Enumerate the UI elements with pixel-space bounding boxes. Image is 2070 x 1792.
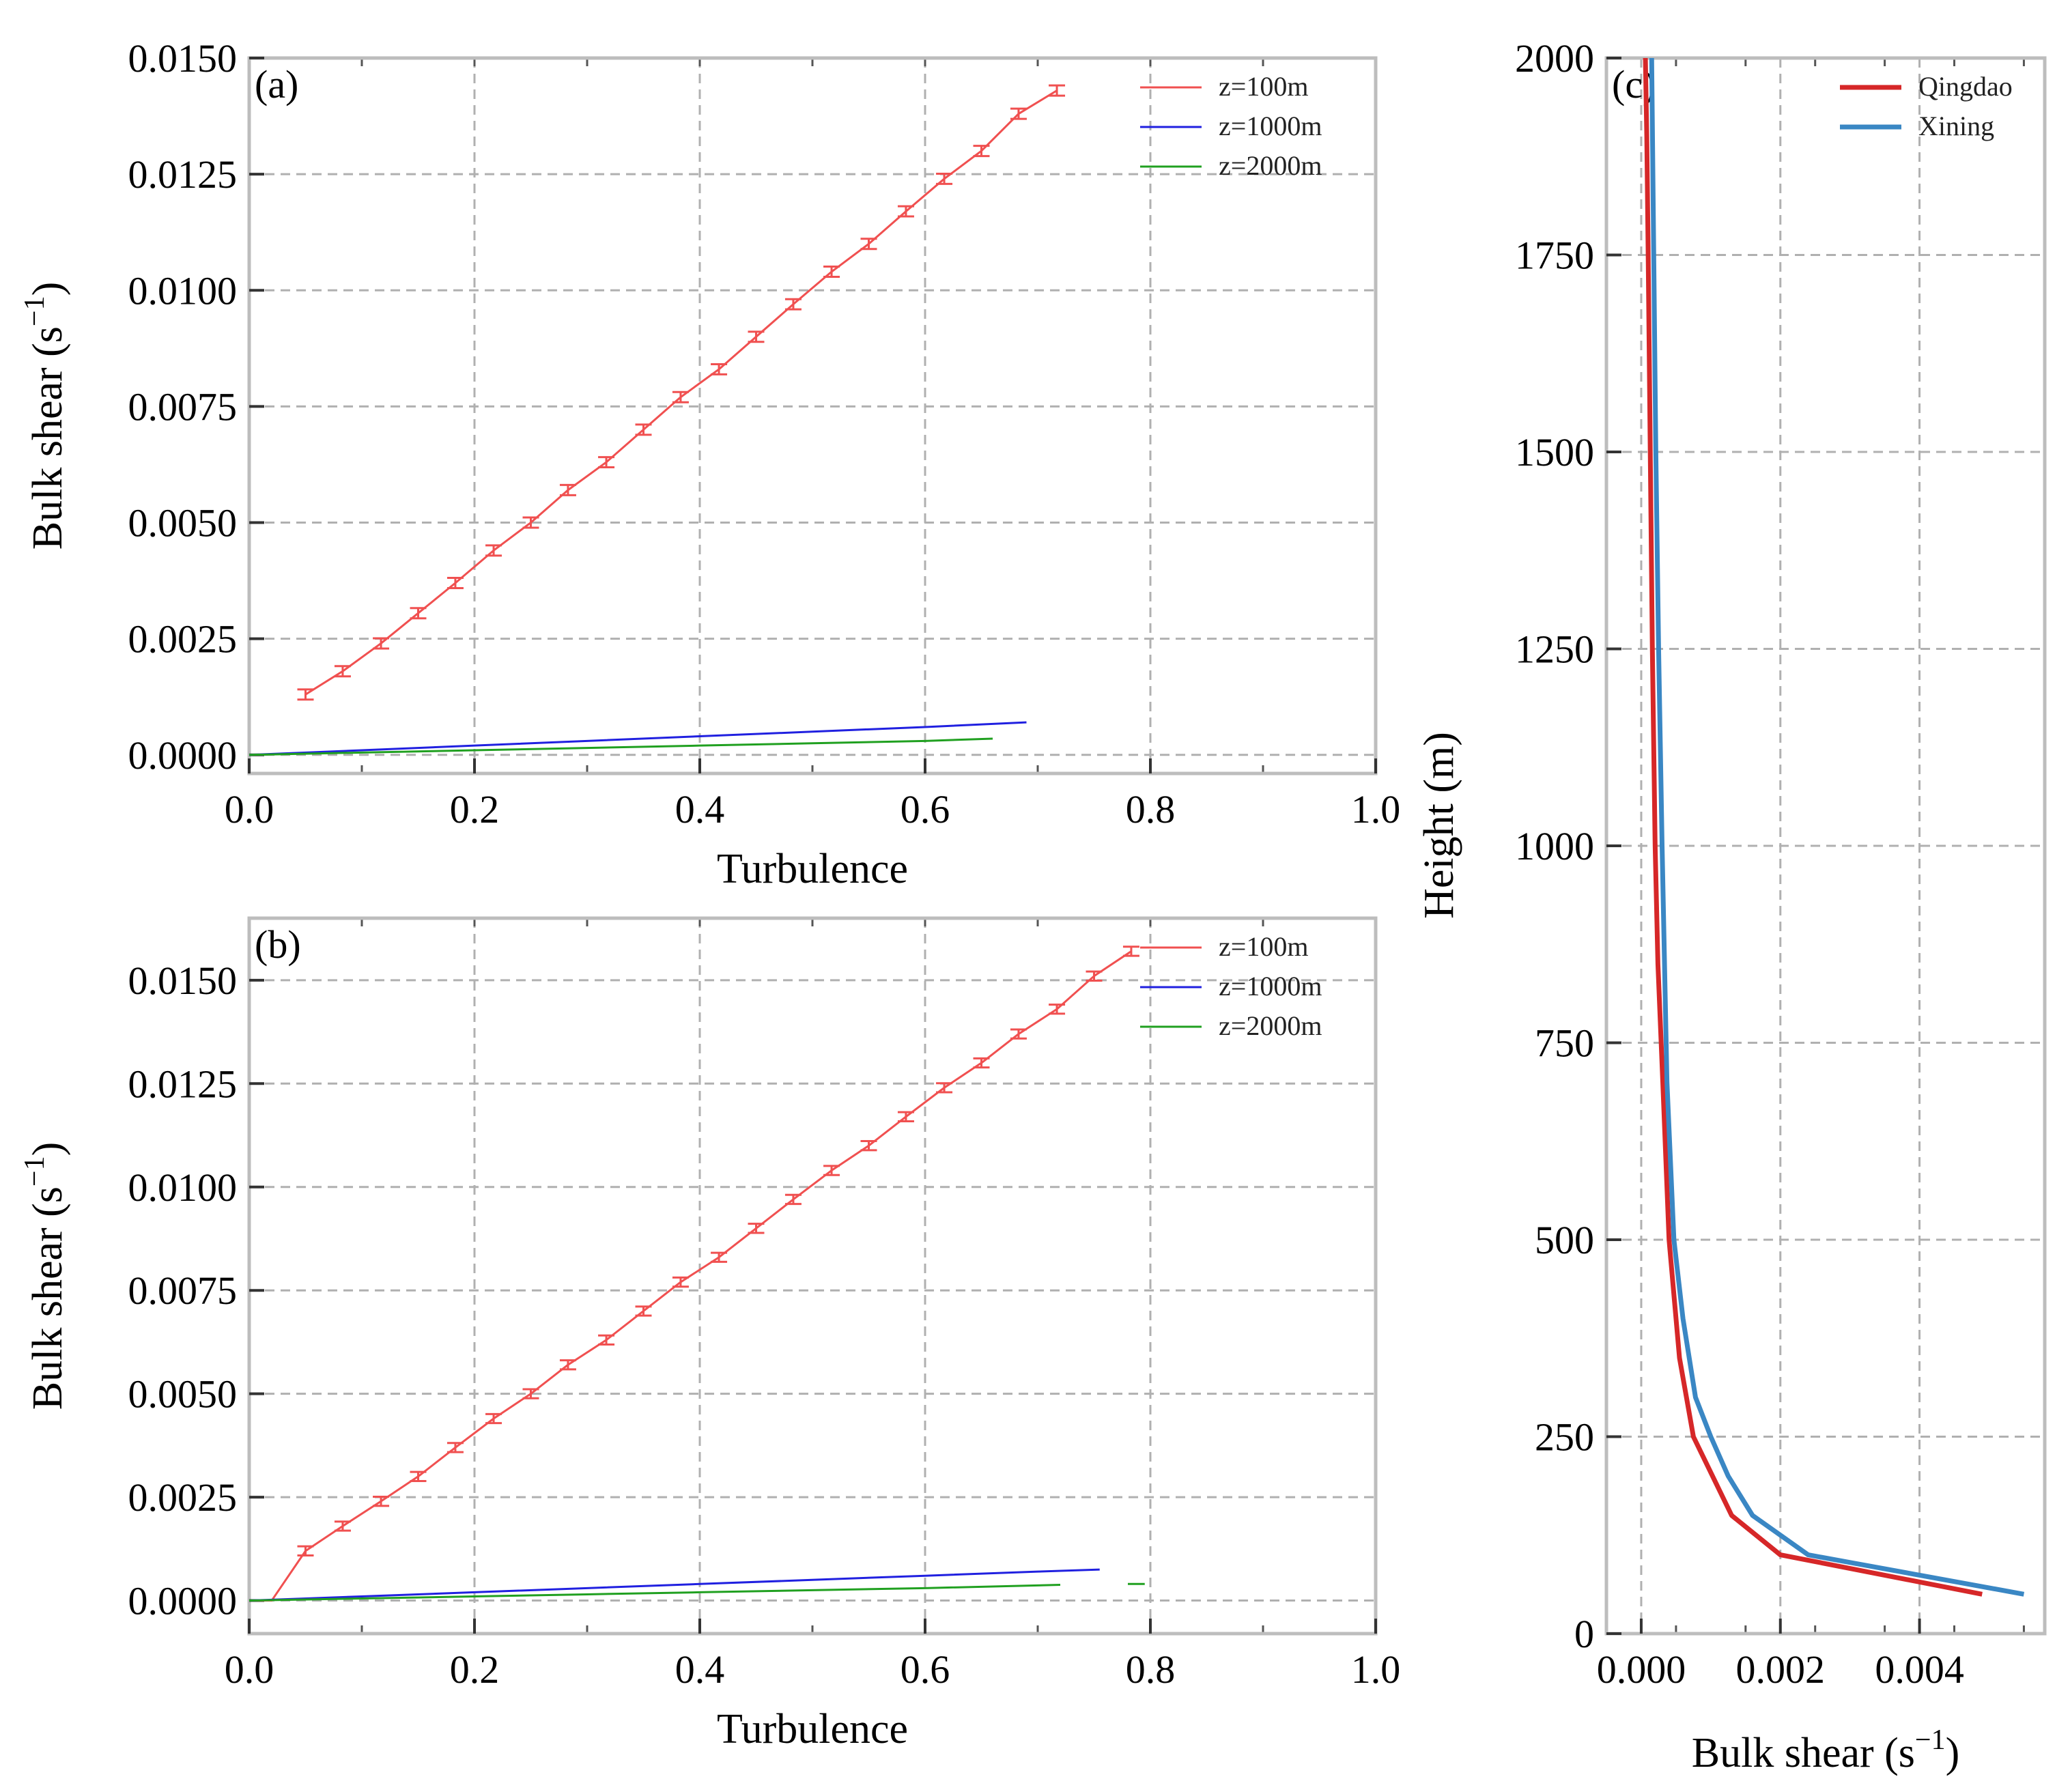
- y-tick-label: 0.0150: [128, 958, 238, 1003]
- y-tick-label: 0.0075: [128, 384, 238, 429]
- series-Xining: [1649, 57, 2025, 1597]
- series-z=100m: [297, 84, 1066, 701]
- x-tick-label: 0.004: [1875, 1647, 1964, 1692]
- series-Qingdao: [1643, 57, 1983, 1597]
- legend-label: z=1000m: [1219, 111, 1322, 141]
- y-axis-label: Bulk shear (s−1): [19, 1142, 71, 1410]
- y-axis-label: Bulk shear (s−1): [19, 282, 71, 550]
- y-tick-label: 1500: [1515, 430, 1594, 474]
- legend-label: z=100m: [1219, 931, 1308, 962]
- x-tick-label: 1.0: [1351, 1647, 1401, 1692]
- panel-a: 0.0 0.2 0.4 0.6 0.8 1.0 0.0000 0.0025 0.0050 0.00…: [19, 36, 1400, 892]
- x-axis-label: Bulk shear (s−1): [1692, 1724, 1960, 1776]
- series-line: [304, 950, 1132, 1552]
- x-tick-label: 1.0: [1351, 787, 1401, 831]
- x-axis-label: Turbulence: [717, 1706, 908, 1752]
- series-z=100m: [249, 945, 1139, 1602]
- y-tick-label: 0.0075: [128, 1268, 238, 1313]
- y-axis-label: Height (m): [1416, 732, 1462, 919]
- plot-frame: [247, 56, 1378, 776]
- legend: z=100m z=1000m z=2000m: [1140, 71, 1322, 181]
- x-tick-label: 0.8: [1126, 787, 1176, 831]
- series-line: [249, 1568, 1100, 1602]
- x-tick-label: 0.0: [225, 787, 274, 831]
- y-tick-label: 750: [1535, 1021, 1594, 1066]
- y-tick-label: 1250: [1515, 627, 1594, 672]
- y-tick-label: 0.0125: [128, 152, 238, 197]
- x-tick-label: 0.4: [675, 1647, 725, 1692]
- series-z=2000m: [249, 737, 993, 756]
- y-tick-label: 1000: [1515, 824, 1594, 868]
- panel-c: 0.000 0.002 0.004 0 250 500 750 1000 1250 1500 175…: [1416, 36, 2047, 1776]
- y-tick-label: 0.0125: [128, 1062, 238, 1106]
- legend-label: z=2000m: [1219, 1010, 1322, 1041]
- y-tick-label: 2000: [1515, 36, 1594, 81]
- y-tick-label: 0.0050: [128, 1372, 238, 1417]
- x-tick-label: 0.6: [901, 1647, 950, 1692]
- panel-label: (a): [255, 62, 298, 106]
- y-tick-label: 0.0000: [128, 733, 238, 778]
- y-tick-label: 0.0050: [128, 501, 238, 545]
- legend: z=100m z=1000m z=2000m: [1140, 931, 1322, 1041]
- legend-label: Qingdao: [1918, 71, 2013, 102]
- series-z=2000m: [249, 1582, 1145, 1602]
- legend-label: z=100m: [1219, 71, 1308, 102]
- y-tick-label: 0.0025: [128, 1475, 238, 1520]
- y-tick-label: 0.0000: [128, 1579, 238, 1623]
- x-tick-label: 0.6: [901, 787, 950, 831]
- y-tick-label: 0: [1574, 1612, 1594, 1656]
- series-lead-in: [249, 1550, 307, 1602]
- legend-label: Xining: [1918, 111, 1994, 141]
- series-line: [249, 737, 993, 756]
- y-tick-label: 1750: [1515, 233, 1594, 278]
- panel-b: 0.0 0.2 0.4 0.6 0.8 1.0 0.0000 0.0025 0.0050 0.00…: [19, 916, 1401, 1752]
- legend-label: z=1000m: [1219, 971, 1322, 1001]
- legend: Qingdao Xining: [1840, 71, 2013, 141]
- series-line: [249, 721, 1027, 756]
- panel-label: (c): [1612, 62, 1656, 106]
- y-tick-label: 250: [1535, 1415, 1594, 1460]
- x-tick-label: 0.2: [450, 1647, 500, 1692]
- plot-frame: [247, 916, 1378, 1636]
- x-axis-label: Turbulence: [717, 846, 908, 892]
- y-tick-label: 0.0025: [128, 617, 238, 662]
- series-line: [249, 1584, 1061, 1602]
- y-tick-label: 0.0150: [128, 36, 238, 81]
- series-line: [1643, 57, 1983, 1597]
- series-z=1000m: [249, 721, 1027, 756]
- x-tick-label: 0.000: [1597, 1647, 1686, 1692]
- panel-label: (b): [255, 922, 301, 967]
- y-tick-label: 0.0100: [128, 268, 238, 313]
- y-tick-label: 500: [1535, 1218, 1594, 1262]
- x-tick-label: 0.0: [225, 1647, 274, 1692]
- y-tick-label: 0.0100: [128, 1165, 238, 1210]
- legend-label: z=2000m: [1219, 150, 1322, 181]
- x-tick-label: 0.2: [450, 787, 500, 831]
- x-tick-label: 0.8: [1126, 1647, 1176, 1692]
- x-tick-label: 0.4: [675, 787, 725, 831]
- series-line: [1649, 57, 2025, 1597]
- series-z=1000m: [249, 1568, 1100, 1602]
- x-tick-label: 0.002: [1736, 1647, 1826, 1692]
